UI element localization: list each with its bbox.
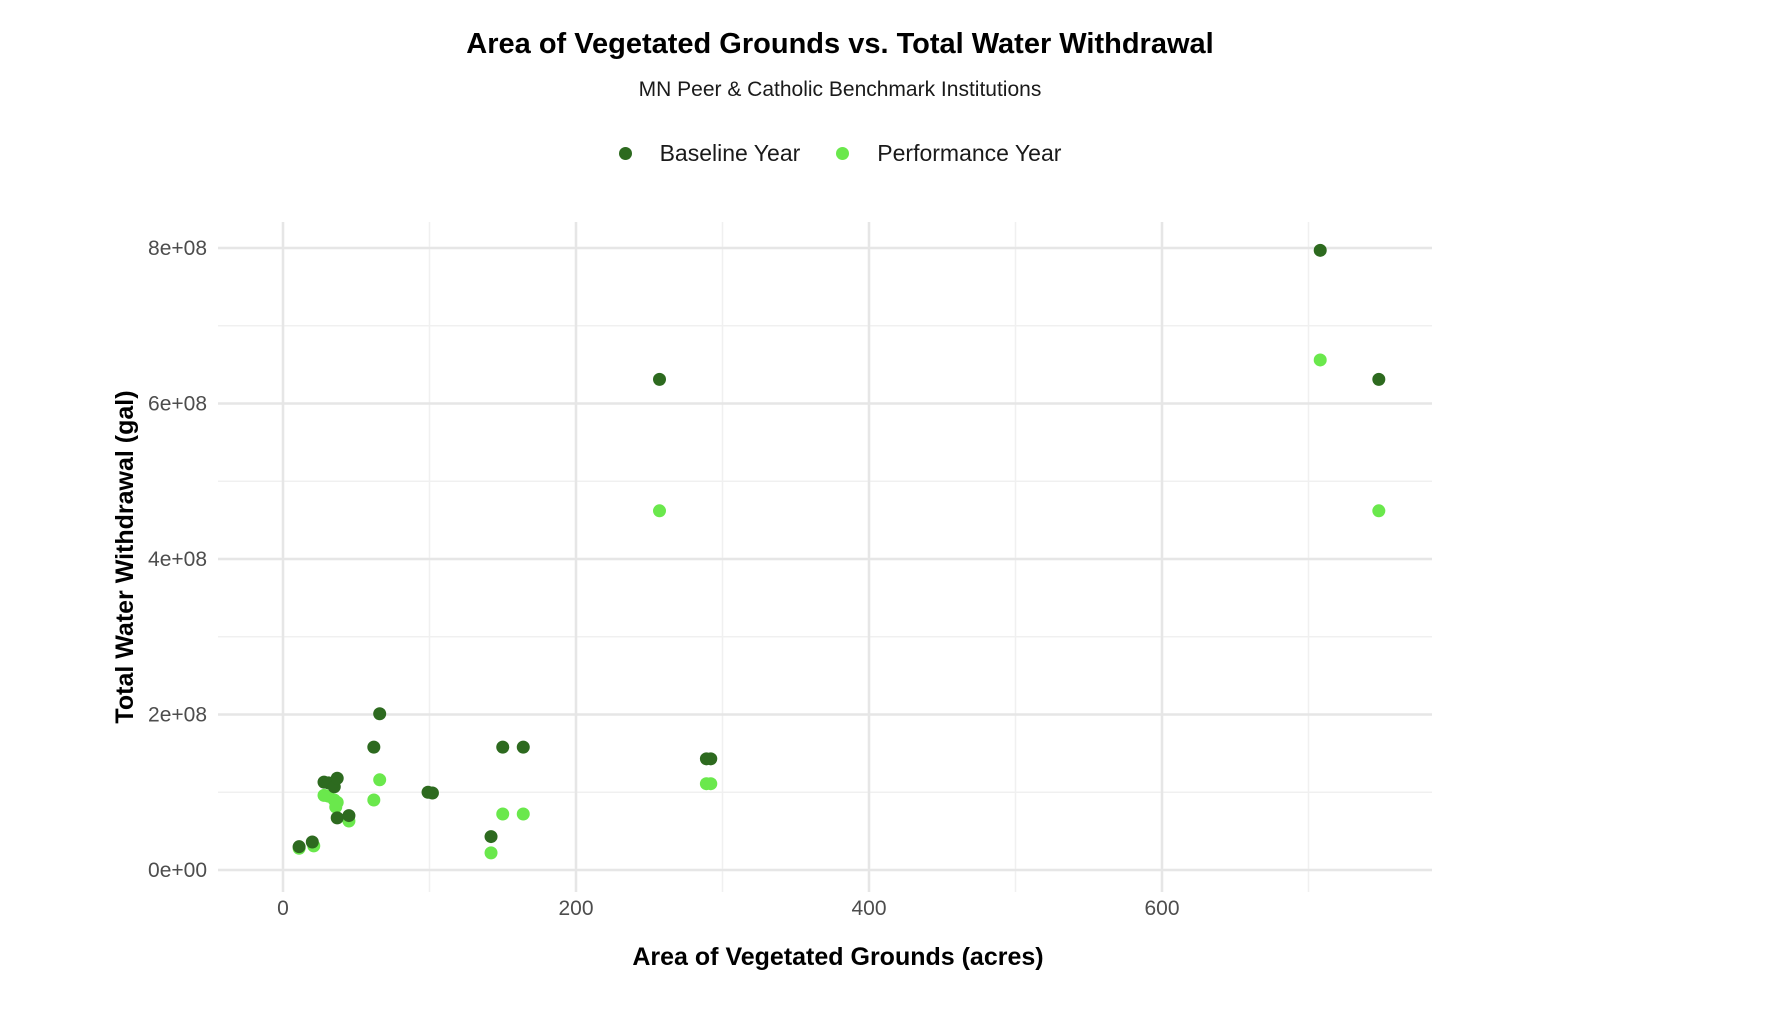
x-tick-label: 400 (851, 897, 886, 920)
baseline-point (373, 707, 387, 721)
legend-label-baseline: Baseline Year (659, 140, 801, 166)
baseline-point (704, 752, 718, 766)
baseline-point (292, 840, 306, 854)
legend-swatch-performance (836, 147, 850, 160)
baseline-point (367, 740, 381, 754)
legend-swatch-baseline (618, 147, 632, 160)
performance-point (330, 795, 344, 809)
chart-title: Area of Vegetated Grounds vs. Total Wate… (466, 28, 1214, 60)
y-tick-label: 2e+08 (148, 704, 207, 727)
baseline-point (516, 740, 530, 754)
baseline-point (305, 835, 319, 849)
performance-point (653, 504, 667, 518)
performance-point (1313, 353, 1327, 367)
performance-point (484, 846, 498, 860)
baseline-point (425, 786, 439, 800)
legend: Baseline Year Performance Year (0, 140, 1680, 167)
data-points (292, 243, 1386, 860)
performance-point (373, 773, 387, 787)
baseline-point (330, 771, 344, 785)
legend-item-baseline: Baseline Year (618, 140, 801, 167)
baseline-point (1372, 372, 1386, 386)
tick-labels: 0 200 400 600 0e+00 2e+08 4e+08 6e+08 8e+08 (148, 237, 1180, 920)
baseline-point (653, 372, 667, 386)
y-tick-label: 6e+08 (148, 393, 207, 416)
legend-label-performance: Performance Year (877, 140, 1062, 166)
chart-subtitle: MN Peer & Catholic Benchmark Institution… (638, 78, 1042, 101)
x-axis-title: Area of Vegetated Grounds (acres) (632, 943, 1043, 971)
x-tick-label: 0 (277, 897, 289, 920)
performance-point (367, 793, 381, 807)
y-axis-title: Total Water Withdrawal (gal) (111, 390, 139, 723)
performance-point (496, 807, 510, 821)
performance-point (1372, 504, 1386, 518)
y-tick-label: 4e+08 (148, 548, 207, 571)
grid-lines (218, 222, 1432, 892)
x-tick-label: 600 (1144, 897, 1179, 920)
baseline-point (342, 809, 356, 823)
legend-item-performance: Performance Year (836, 140, 1061, 167)
y-tick-label: 0e+00 (148, 859, 207, 882)
baseline-point (484, 830, 498, 844)
baseline-point (496, 740, 510, 754)
performance-point (516, 807, 530, 821)
performance-point (704, 777, 718, 791)
x-tick-label: 200 (558, 897, 593, 920)
y-tick-label: 8e+08 (148, 237, 207, 260)
baseline-point (1313, 243, 1327, 257)
baseline-point (330, 811, 344, 825)
